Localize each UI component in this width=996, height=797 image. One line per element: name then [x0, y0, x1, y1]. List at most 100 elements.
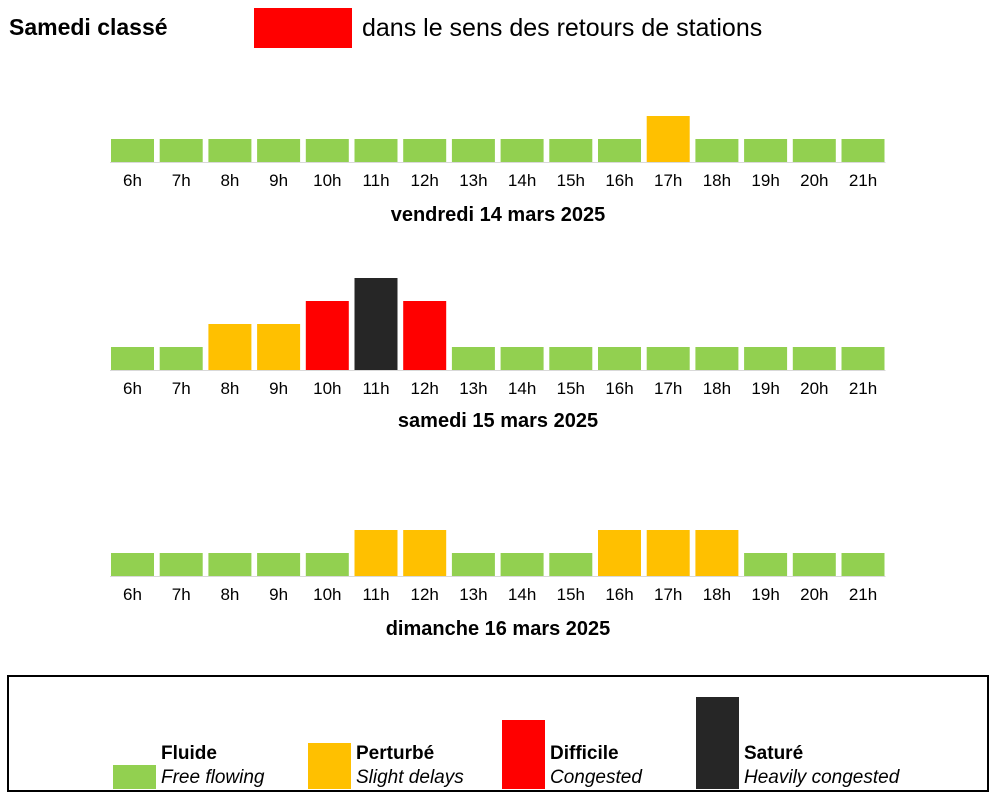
hour-tick-label: 16h: [605, 171, 633, 190]
chart-title: samedi 15 mars 2025: [397, 410, 599, 432]
legend-swatch: [308, 743, 351, 789]
hour-bar-8h: [208, 324, 252, 370]
chart-svg: 6h 7h 8h 9h 10h 11h 12h 13h 14h 15h 16h 17h 18h 19h 20…: [110, 116, 886, 190]
chart-title: dimanche 16 mars 2025: [385, 618, 611, 640]
chart-svg: 6h 7h 8h 9h 10h 11h 12h 13h 14h 15h 16h 17h 18h 19h 20…: [110, 530, 886, 604]
hour-bar-7h: [159, 347, 203, 370]
hour-bar-21h: [841, 347, 885, 370]
hour-tick-label: 18h: [703, 379, 731, 398]
hour-bar-7h: [159, 139, 203, 162]
hour-bar-14h: [500, 139, 544, 162]
legend: Fluide Free flowing Perturbé Slight dela…: [7, 675, 989, 792]
chart-svg: 6h 7h 8h 9h 10h 11h 12h 13h 14h 15h 16h 17h 18h 19h 20…: [110, 278, 886, 398]
hour-bar-20h: [792, 553, 836, 576]
hour-bar-13h: [451, 139, 495, 162]
hour-tick-label: 15h: [557, 171, 585, 190]
hour-bar-16h: [598, 347, 641, 370]
hour-tick-label: 16h: [605, 585, 633, 604]
hour-tick-label: 21h: [849, 379, 877, 398]
hour-bar-21h: [841, 553, 885, 576]
hour-bar-17h: [646, 116, 690, 162]
legend-name: Fluide: [161, 743, 217, 764]
hour-tick-label: 8h: [220, 171, 239, 190]
hour-tick-label: 14h: [508, 379, 536, 398]
hour-bar-11h: [354, 530, 398, 576]
hour-tick-label: 20h: [800, 379, 828, 398]
hour-bar-8h: [208, 139, 252, 162]
hour-tick-label: 14h: [508, 171, 536, 190]
hour-tick-label: 13h: [459, 171, 487, 190]
hour-bar-9h: [257, 553, 301, 576]
legend-translation: Free flowing: [161, 767, 265, 788]
hour-bar-14h: [500, 347, 544, 370]
hour-tick-label: 8h: [220, 379, 239, 398]
header: Samedi classé dans le sens des retours d…: [0, 0, 996, 60]
hour-bar-19h: [744, 347, 788, 370]
hour-bar-19h: [744, 139, 788, 162]
hour-tick-label: 11h: [362, 585, 389, 604]
hour-tick-label: 8h: [220, 585, 239, 604]
hour-tick-label: 10h: [313, 379, 341, 398]
hour-tick-label: 19h: [751, 171, 779, 190]
hour-tick-label: 20h: [800, 585, 828, 604]
page-title: Samedi classé: [9, 14, 168, 40]
legend-translation: Heavily congested: [744, 767, 900, 788]
hour-bar-17h: [646, 530, 690, 576]
hour-bar-6h: [111, 139, 154, 162]
hour-tick-label: 7h: [172, 171, 191, 190]
hour-bar-12h: [403, 301, 447, 370]
hour-bar-10h: [305, 139, 349, 162]
hour-tick-label: 20h: [800, 171, 828, 190]
hour-bar-17h: [646, 347, 690, 370]
hour-tick-label: 13h: [459, 379, 487, 398]
hour-tick-label: 19h: [751, 585, 779, 604]
hour-tick-label: 9h: [269, 171, 288, 190]
hour-tick-label: 18h: [703, 585, 731, 604]
hour-tick-label: 12h: [411, 379, 439, 398]
hour-tick-label: 13h: [459, 585, 487, 604]
hour-bar-16h: [598, 139, 641, 162]
hour-tick-label: 6h: [123, 171, 142, 190]
hour-bar-20h: [792, 139, 836, 162]
legend-name: Saturé: [744, 743, 804, 764]
hour-tick-label: 10h: [313, 585, 341, 604]
hour-bar-6h: [111, 347, 154, 370]
hour-tick-label: 16h: [605, 379, 633, 398]
hour-tick-label: 14h: [508, 585, 536, 604]
hour-bar-15h: [549, 347, 593, 370]
legend-translation: Congested: [550, 767, 642, 788]
hour-tick-label: 6h: [123, 585, 142, 604]
hour-bar-18h: [695, 530, 739, 576]
legend-swatch: [502, 720, 545, 789]
legend-name: Perturbé: [356, 743, 435, 764]
hour-bar-18h: [695, 139, 739, 162]
hour-bar-14h: [500, 553, 544, 576]
hour-tick-label: 18h: [703, 171, 731, 190]
hour-tick-label: 19h: [751, 379, 779, 398]
hour-bar-15h: [549, 553, 593, 576]
hour-tick-label: 21h: [849, 585, 877, 604]
legend-swatch: [696, 697, 739, 789]
hour-bar-9h: [257, 139, 301, 162]
hour-bar-15h: [549, 139, 593, 162]
hour-tick-label: 7h: [172, 379, 191, 398]
hour-tick-label: 9h: [269, 379, 288, 398]
hour-bar-7h: [159, 553, 203, 576]
legend-translation: Slight delays: [356, 767, 464, 788]
header-description: dans le sens des retours de stations: [362, 14, 763, 42]
hour-tick-label: 6h: [123, 379, 142, 398]
hour-bar-6h: [111, 553, 154, 576]
hour-bar-11h: [354, 278, 398, 370]
hour-tick-label: 11h: [362, 379, 389, 398]
header-color-swatch: [254, 8, 352, 48]
hour-bar-8h: [208, 553, 252, 576]
hour-tick-label: 10h: [313, 171, 341, 190]
chart-title: vendredi 14 mars 2025: [390, 204, 606, 226]
legend-name: Difficile: [550, 743, 619, 764]
hour-tick-label: 12h: [411, 585, 439, 604]
hour-tick-label: 17h: [654, 171, 682, 190]
hour-bar-12h: [403, 139, 447, 162]
hour-bar-13h: [451, 347, 495, 370]
hour-bar-16h: [598, 530, 641, 576]
hour-tick-label: 15h: [557, 585, 585, 604]
